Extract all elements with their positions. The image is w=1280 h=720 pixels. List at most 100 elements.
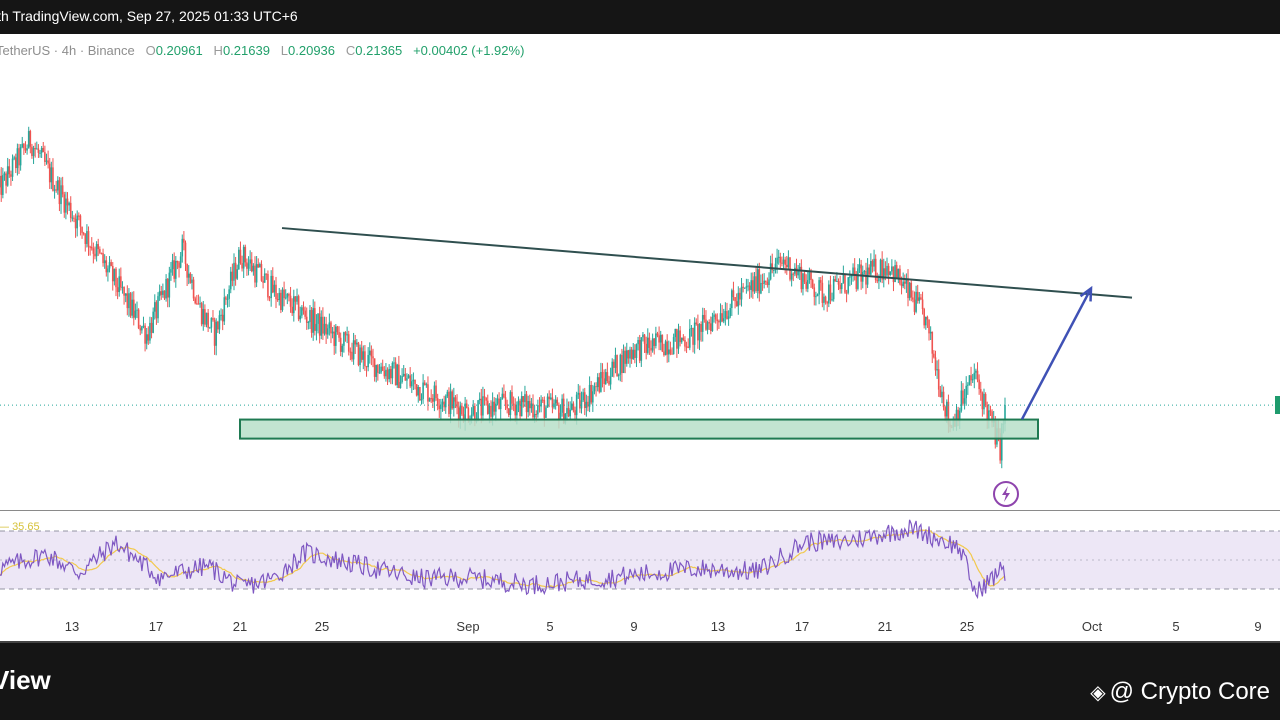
candle <box>616 354 618 377</box>
candle <box>267 270 269 301</box>
candle <box>388 364 390 383</box>
candle <box>10 170 12 186</box>
candle <box>465 399 468 409</box>
candle <box>798 263 801 281</box>
candle <box>456 394 458 415</box>
candle <box>915 285 917 314</box>
candle <box>646 328 649 355</box>
rsi-chart[interactable] <box>0 511 1280 610</box>
candle <box>0 167 3 202</box>
candle <box>705 310 707 331</box>
candle <box>349 347 352 361</box>
candle <box>89 245 91 256</box>
candle <box>92 242 95 264</box>
candle <box>929 326 932 341</box>
candle <box>693 317 696 354</box>
candle <box>280 289 282 314</box>
lightning-icon[interactable] <box>993 481 1019 507</box>
candle <box>153 294 156 320</box>
candle <box>876 272 879 284</box>
pane-divider[interactable] <box>0 510 1280 511</box>
candle <box>803 270 806 284</box>
candle <box>899 265 901 286</box>
candle <box>147 326 150 345</box>
time-axis-tick: 21 <box>878 619 892 634</box>
candle <box>262 276 264 289</box>
candle <box>344 331 347 342</box>
time-axis-tick: 5 <box>546 619 553 634</box>
candle <box>805 274 807 292</box>
candle <box>271 267 274 294</box>
candle <box>32 145 35 164</box>
candle <box>669 341 672 356</box>
candle <box>139 324 142 336</box>
time-axis[interactable]: 13 17 21 25 Sep 5 9 13 17 21 25 Oct 5 9 <box>0 611 1280 641</box>
candle <box>667 340 670 363</box>
candle <box>784 256 786 274</box>
candle <box>520 391 523 417</box>
candle <box>23 142 25 155</box>
candle <box>205 312 208 328</box>
candle <box>255 256 258 288</box>
candle <box>823 293 825 311</box>
candle <box>320 310 323 340</box>
candle <box>731 288 733 316</box>
candle <box>538 397 541 413</box>
candle <box>711 312 714 332</box>
candle <box>144 323 146 352</box>
candle <box>181 234 184 263</box>
candle <box>236 264 239 281</box>
candle <box>422 374 424 404</box>
candle <box>191 273 193 290</box>
candle <box>401 368 403 384</box>
price-chart[interactable] <box>0 34 1280 510</box>
candle <box>428 397 431 402</box>
candle <box>435 380 437 401</box>
candle <box>871 259 874 273</box>
candle <box>561 394 563 417</box>
candle <box>734 297 736 309</box>
open-value: 0.20961 <box>155 43 203 58</box>
candle <box>215 318 218 356</box>
candle <box>868 264 871 275</box>
projection-arrow[interactable] <box>1020 285 1093 420</box>
candle <box>131 291 133 319</box>
candle <box>716 313 719 331</box>
symbol-label: TetherUS · 4h · Binance <box>0 43 135 58</box>
candle <box>934 350 937 376</box>
candle <box>870 253 872 276</box>
candle <box>861 265 864 289</box>
candle <box>100 252 103 255</box>
candle <box>307 320 310 330</box>
footer-bar: View ◈ @ Crypto Core <box>0 643 1280 720</box>
candle <box>178 260 180 278</box>
candle <box>372 348 374 368</box>
candle <box>963 388 966 410</box>
candle <box>373 358 376 382</box>
candle <box>257 258 260 268</box>
candle <box>886 257 888 278</box>
resistance-trendline[interactable] <box>281 227 1133 299</box>
candle <box>13 155 15 161</box>
candle <box>782 252 785 270</box>
candle <box>530 398 533 413</box>
open-label: O <box>145 43 156 58</box>
candle <box>297 294 300 322</box>
candle <box>116 277 119 300</box>
support-zone[interactable] <box>239 418 1039 440</box>
candle <box>336 325 339 335</box>
candle <box>417 384 420 403</box>
candle <box>86 224 88 248</box>
candle <box>800 259 803 293</box>
candle <box>34 142 36 158</box>
candle <box>24 141 27 154</box>
candle <box>653 338 656 355</box>
candle <box>419 386 421 401</box>
candle <box>624 346 626 374</box>
candle <box>781 256 783 267</box>
candle <box>913 291 916 316</box>
candle <box>45 153 48 165</box>
candle <box>920 293 922 300</box>
time-axis-tick: 9 <box>630 619 637 634</box>
candle <box>785 255 788 275</box>
